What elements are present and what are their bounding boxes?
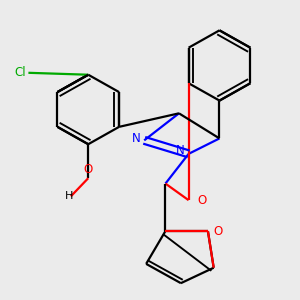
Text: O: O — [197, 194, 206, 207]
Text: O: O — [84, 163, 93, 176]
Text: N: N — [176, 144, 185, 157]
Text: O: O — [214, 225, 223, 238]
Text: N: N — [132, 132, 140, 145]
Text: H: H — [65, 191, 73, 201]
Text: Cl: Cl — [15, 66, 26, 79]
